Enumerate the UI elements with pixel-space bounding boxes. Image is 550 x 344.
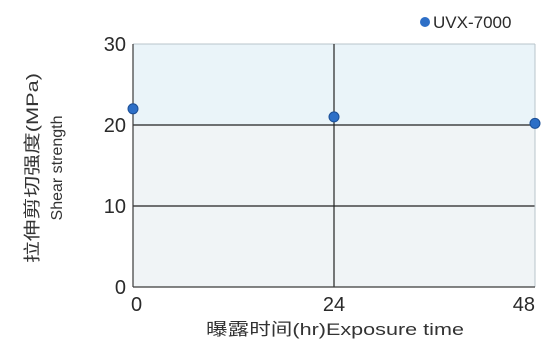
grid <box>133 43 536 287</box>
x-tick-label-24: 24 <box>323 294 345 316</box>
y-tick-label-20: 20 <box>104 115 126 137</box>
data-point-48 <box>529 117 541 129</box>
x-tick-label-48: 48 <box>513 294 535 316</box>
x-tick-labels: 0 24 48 <box>131 294 535 316</box>
data-point-0 <box>127 103 139 115</box>
y-tick-labels: 0 10 20 30 <box>104 34 126 299</box>
x-tick-label-0: 0 <box>131 294 142 316</box>
x-axis-label: 曝露时间(hr)Exposure time <box>206 320 464 339</box>
y-axis-label-en: Shear strength <box>49 116 66 221</box>
y-axis-label: 拉伸剪切强度(MPa) <box>23 73 42 263</box>
axes <box>132 44 535 288</box>
legend-label: UVX-7000 <box>433 13 511 32</box>
data-point-24 <box>328 111 340 123</box>
data-points <box>127 103 541 129</box>
legend-marker <box>420 17 430 27</box>
y-tick-label-0: 0 <box>115 277 126 299</box>
y-tick-label-30: 30 <box>104 34 126 56</box>
y-tick-label-10: 10 <box>104 196 126 218</box>
legend: UVX-7000 <box>420 13 511 32</box>
